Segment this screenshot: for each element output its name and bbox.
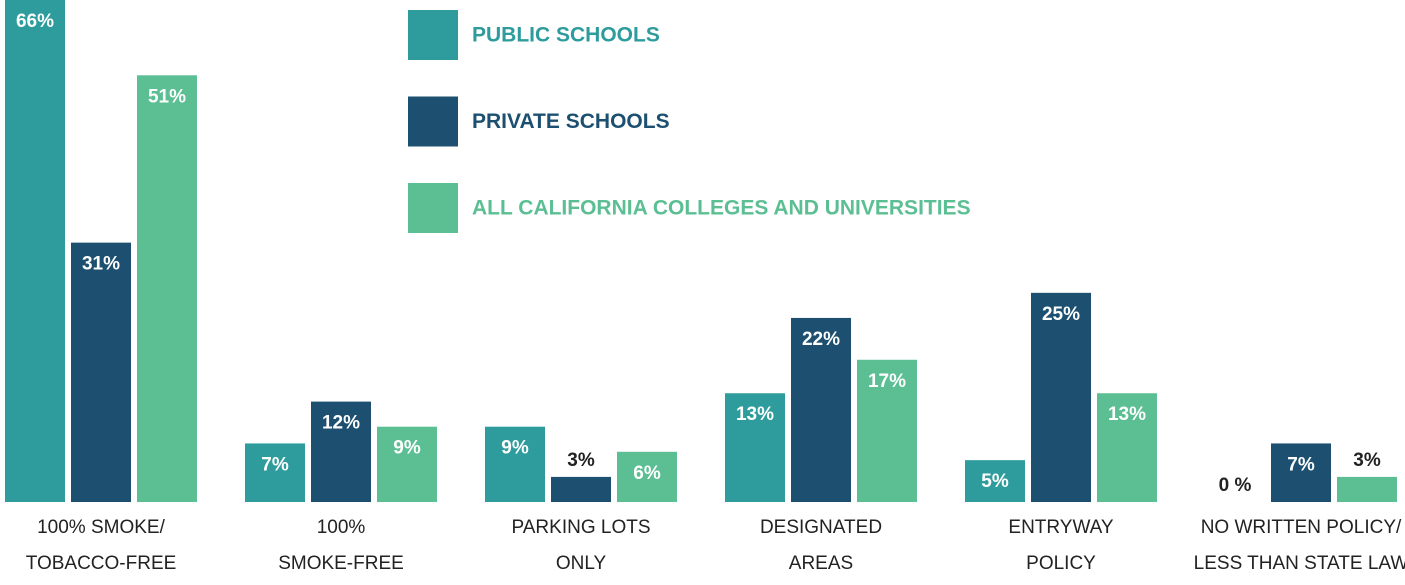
value-label: 22% [802, 329, 840, 350]
value-label: 13% [1108, 404, 1146, 425]
legend-swatch [408, 96, 458, 147]
bar [485, 426, 545, 502]
bar [377, 426, 437, 502]
value-label: 5% [981, 471, 1009, 492]
bar [5, 0, 65, 502]
bar [791, 317, 851, 502]
bar [137, 75, 197, 503]
x-tick-label: PARKING LOTS [511, 517, 650, 538]
bar [617, 451, 677, 502]
value-label: 51% [148, 86, 186, 107]
legend-swatch [408, 10, 458, 60]
value-label: 13% [736, 404, 774, 425]
value-label: 0 % [1219, 475, 1252, 496]
x-tick-label: 100% SMOKE/ [37, 517, 165, 538]
x-tick-label: ONLY [556, 553, 607, 574]
value-label: 7% [261, 454, 289, 475]
bar [311, 401, 371, 502]
x-tick-label: NO WRITTEN POLICY/ [1201, 517, 1402, 538]
bar [245, 443, 305, 502]
legend-label: ALL CALIFORNIA COLLEGES AND UNIVERSITIES [472, 197, 971, 220]
bar [71, 242, 131, 502]
bar [1337, 476, 1397, 502]
value-label: 7% [1287, 454, 1315, 475]
bar [1031, 292, 1091, 502]
bar [551, 476, 611, 502]
value-label: 25% [1042, 304, 1080, 325]
value-label: 66% [16, 11, 54, 32]
x-tick-label: AREAS [789, 553, 853, 574]
x-tick-label: 100% [317, 517, 366, 538]
bar [1271, 443, 1331, 502]
bar [857, 359, 917, 502]
x-tick-label: ENTRYWAY [1008, 517, 1114, 538]
x-tick-label: SMOKE-FREE [278, 553, 404, 574]
value-label: 3% [567, 450, 595, 471]
value-label: 3% [1353, 450, 1381, 471]
x-tick-label: DESIGNATED [760, 517, 882, 538]
value-label: 9% [501, 438, 529, 459]
x-tick-label: POLICY [1026, 553, 1096, 574]
bar [1097, 393, 1157, 502]
value-label: 12% [322, 413, 360, 434]
value-label: 17% [868, 371, 906, 392]
bar [725, 393, 785, 502]
x-tick-label: TOBACCO-FREE [26, 553, 177, 574]
x-tick-label: LESS THAN STATE LAW [1194, 553, 1405, 574]
legend-label: PUBLIC SCHOOLS [472, 24, 660, 47]
value-label: 6% [633, 463, 661, 484]
value-label: 9% [393, 438, 421, 459]
value-label: 31% [82, 254, 120, 275]
legend-label: PRIVATE SCHOOLS [472, 110, 670, 133]
bar [965, 460, 1025, 502]
legend-swatch [408, 183, 458, 233]
